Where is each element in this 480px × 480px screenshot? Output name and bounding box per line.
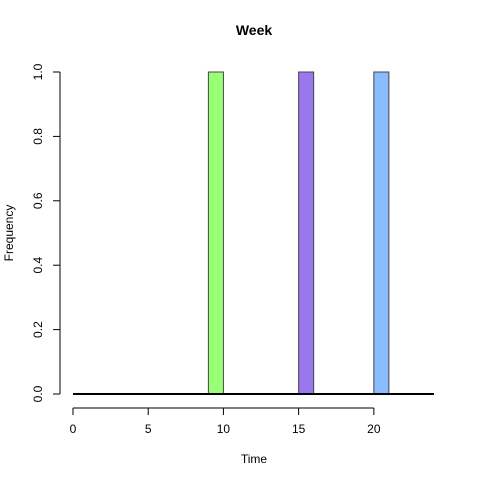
x-tick-label: 15 <box>292 422 306 436</box>
bar-1 <box>298 71 315 395</box>
y-tick-label: 0.6 <box>31 192 45 209</box>
bars <box>207 71 390 395</box>
y-axis-label: Frequency <box>2 205 16 262</box>
x-tick-label: 5 <box>145 422 152 436</box>
y-tick-label: 1.0 <box>31 63 45 80</box>
y-tick-label: 0.2 <box>31 321 45 338</box>
x-axis: 0 5 10 15 20 <box>70 407 381 436</box>
y-tick-label: 0.8 <box>31 128 45 145</box>
y-tick-label: 0.4 <box>31 257 45 274</box>
y-tick-label: 0.0 <box>31 385 45 402</box>
x-axis-label: Time <box>241 452 268 466</box>
chart-title: Week <box>236 22 273 38</box>
bar-0 <box>207 71 224 395</box>
x-tick-label: 0 <box>70 422 77 436</box>
y-axis: 0.0 0.2 0.4 0.6 0.8 1.0 <box>31 63 61 402</box>
x-tick-label: 20 <box>367 422 381 436</box>
bar-2 <box>373 71 390 395</box>
x-tick-label: 10 <box>217 422 231 436</box>
